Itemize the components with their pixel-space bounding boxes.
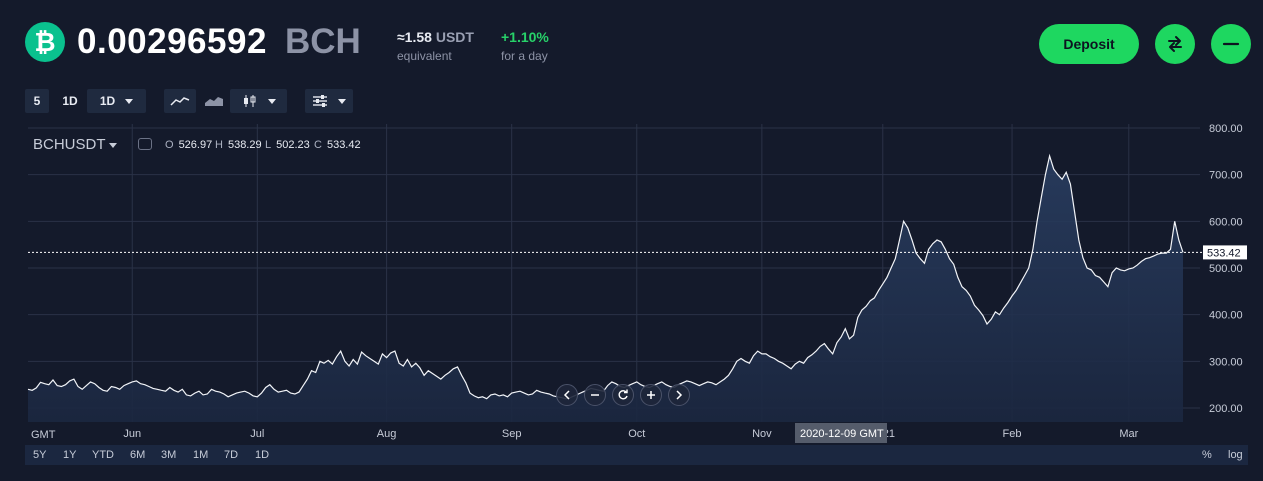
chevron-left-icon	[563, 390, 570, 400]
interval-1d-button[interactable]: 1D	[62, 94, 78, 108]
line-chart-icon	[170, 97, 190, 106]
plus-icon	[647, 391, 655, 399]
x-tick-label: Feb	[1003, 428, 1022, 440]
range-button-6m[interactable]: 6M	[130, 449, 146, 461]
chevron-down-icon	[338, 98, 346, 104]
price-area	[28, 156, 1183, 422]
range-button-7d[interactable]: 7D	[224, 449, 239, 461]
zoom-in-button[interactable]	[640, 384, 662, 406]
interval-5-button[interactable]: 5	[25, 89, 49, 113]
balance-currency: BCH	[285, 22, 361, 61]
equivalent-label: equivalent	[397, 49, 452, 63]
price-line	[27, 153, 1184, 400]
interval-select-value: 1D	[99, 94, 116, 108]
range-bar	[25, 445, 1248, 465]
range-button-1m[interactable]: 1M	[193, 449, 209, 461]
eye-icon[interactable]	[138, 138, 152, 150]
interval-select[interactable]: 1D	[87, 89, 146, 113]
exchange-button[interactable]	[1155, 24, 1195, 64]
minus-icon	[1222, 42, 1240, 46]
x-tick-label: Jul	[250, 428, 264, 440]
range-button-1y[interactable]: 1Y	[63, 449, 77, 461]
y-tick-label: 500.00	[1209, 263, 1243, 275]
y-tick-label: 200.00	[1209, 403, 1243, 415]
scroll-left-button[interactable]	[556, 384, 578, 406]
range-button-ytd[interactable]: YTD	[92, 449, 114, 461]
last-price-tag: 533.42	[1203, 245, 1247, 260]
range-button-5y[interactable]: 5Y	[33, 449, 47, 461]
timezone-label: GMT	[31, 429, 56, 441]
y-tick-label: 700.00	[1209, 170, 1243, 182]
line-chart-button[interactable]	[164, 89, 196, 113]
bitcoin-cash-icon: ₿	[25, 22, 65, 62]
range-button-3m[interactable]: 3M	[161, 449, 177, 461]
crosshair-tag: 2020-12-09 GMT	[795, 423, 887, 443]
equivalent-value: ≈1.58 USDT	[397, 29, 474, 45]
percent-scale-button[interactable]: %	[1202, 449, 1212, 461]
chevron-down-icon	[125, 98, 134, 104]
ohlc-open: O 526.97	[165, 139, 213, 151]
last-price-label: 533.42	[1207, 247, 1241, 259]
daily-change-label: for a day	[501, 49, 548, 63]
chevron-right-icon	[676, 390, 683, 400]
price-chart[interactable]: 800.00 700.00 600.00 500.00 400.00 300.00 200.…	[0, 124, 1263, 444]
symbol-name: BCHUSDT	[33, 136, 106, 153]
crosshair-date-label: 2020-12-09 GMT	[800, 428, 884, 440]
range-button-1d[interactable]: 1D	[255, 449, 270, 461]
ohlc-close: C 533.42	[314, 139, 361, 151]
sliders-icon	[313, 95, 327, 107]
y-tick-label: 600.00	[1209, 216, 1243, 228]
x-tick-label: Oct	[628, 428, 645, 440]
ohlc-high: H 538.29	[215, 139, 262, 151]
withdraw-button[interactable]	[1211, 24, 1251, 64]
y-tick-label: 300.00	[1209, 356, 1243, 368]
candlestick-icon	[243, 95, 255, 107]
x-tick-label: Aug	[377, 428, 397, 440]
scroll-right-button[interactable]	[668, 384, 690, 406]
x-tick-label: Nov	[752, 428, 772, 440]
area-chart-icon	[205, 97, 223, 106]
y-tick-label: 800.00	[1209, 124, 1243, 135]
x-tick-label: Sep	[502, 428, 522, 440]
x-tick-label: Mar	[1119, 428, 1138, 440]
deposit-button[interactable]: Deposit	[1039, 24, 1139, 64]
chevron-down-icon	[108, 142, 117, 148]
area-chart-button[interactable]	[200, 89, 228, 113]
symbol-select[interactable]: BCHUSDT	[33, 136, 117, 153]
log-scale-button[interactable]: log	[1228, 449, 1243, 461]
y-axis: 800.00 700.00 600.00 500.00 400.00 300.00 200.…	[1209, 124, 1243, 415]
reset-zoom-button[interactable]	[612, 384, 634, 406]
wallet-header: ₿ 0.00296592 BCH ≈1.58 USDT equivalent +…	[0, 0, 1263, 86]
ohlc-low: L 502.23	[265, 139, 310, 151]
daily-change-value: +1.10%	[501, 29, 549, 45]
x-axis: JunJulAugSepOctNov2021FebMar	[123, 428, 1138, 440]
refresh-icon	[618, 389, 628, 400]
swap-arrows-icon	[1168, 36, 1182, 52]
candles-chart-select[interactable]	[230, 89, 287, 113]
zoom-out-button[interactable]	[584, 384, 606, 406]
chevron-down-icon	[267, 98, 276, 104]
balance-amount: 0.00296592	[77, 22, 267, 61]
minus-icon	[591, 394, 599, 396]
y-tick-label: 400.00	[1209, 310, 1243, 322]
chart-settings-select[interactable]	[305, 89, 353, 113]
x-tick-label: Jun	[123, 428, 141, 440]
